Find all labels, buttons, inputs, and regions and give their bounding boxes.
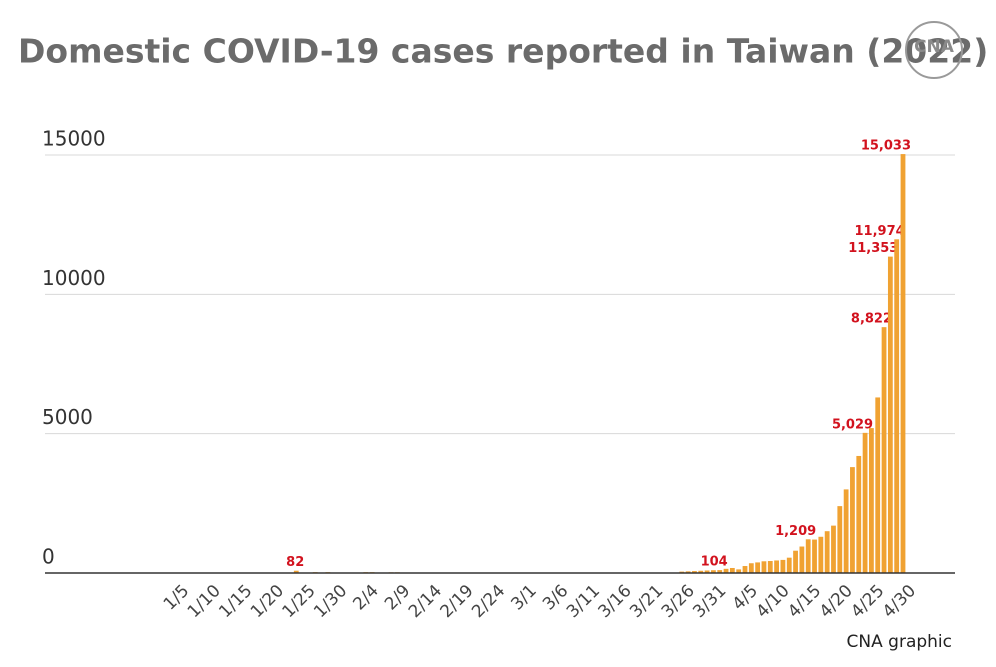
y-tick-label: 0 xyxy=(42,545,55,569)
bar xyxy=(729,567,735,573)
bar xyxy=(805,539,811,573)
bar xyxy=(894,239,900,574)
x-tick-label: 2/24 xyxy=(468,581,509,622)
bar xyxy=(293,570,299,573)
bar xyxy=(824,531,830,573)
value-label: 8,822 xyxy=(851,312,892,327)
x-tick-label: 1/30 xyxy=(310,581,351,622)
bar xyxy=(856,455,862,573)
x-tick-label: 4/30 xyxy=(879,581,920,622)
x-tick-label: 3/31 xyxy=(689,581,730,622)
bar xyxy=(748,563,754,573)
value-label: 11,974 xyxy=(855,224,905,239)
bar xyxy=(831,525,836,573)
x-tick-label: 3/21 xyxy=(626,581,667,622)
logo-ring xyxy=(905,21,963,79)
value-label: 1,209 xyxy=(775,524,816,539)
bar xyxy=(774,560,779,573)
y-tick-label: 5000 xyxy=(42,405,93,429)
bar xyxy=(761,561,767,573)
value-label: 82 xyxy=(286,555,304,570)
bar xyxy=(692,571,697,573)
bar xyxy=(812,539,817,573)
x-tick-label: 2/4 xyxy=(349,581,382,614)
x-tick-label: 3/1 xyxy=(507,581,540,614)
bar xyxy=(818,536,824,573)
bar xyxy=(900,154,906,574)
source: CNA graphic xyxy=(847,632,952,652)
bar xyxy=(837,506,843,573)
x-tick-label: 4/20 xyxy=(816,581,857,622)
bar xyxy=(843,489,849,573)
value-label: 104 xyxy=(701,555,728,570)
x-tick-label: 3/16 xyxy=(595,581,636,622)
bar xyxy=(685,571,691,573)
x-tick-label: 1/10 xyxy=(184,581,225,622)
x-tick-label: 1/25 xyxy=(279,581,320,622)
y-tick-label: 10000 xyxy=(42,266,106,290)
bar xyxy=(736,569,742,573)
bar xyxy=(711,570,716,573)
bar xyxy=(862,432,868,573)
bar xyxy=(698,570,704,573)
value-label: 11,353 xyxy=(848,241,898,256)
bar xyxy=(869,428,874,573)
x-tick-label: 4/10 xyxy=(753,581,794,622)
x-tick-label: 1/15 xyxy=(215,581,256,622)
x-tick-label: 3/26 xyxy=(658,581,699,622)
bar xyxy=(723,568,729,573)
bar xyxy=(742,566,748,573)
bar xyxy=(887,256,893,573)
bar xyxy=(704,570,710,573)
bar xyxy=(767,561,773,573)
bar xyxy=(875,397,881,573)
bar xyxy=(793,550,798,573)
value-label: 15,033 xyxy=(861,139,911,154)
bar xyxy=(755,562,761,573)
bar xyxy=(786,557,792,573)
bar xyxy=(881,327,887,573)
value-label: 5,029 xyxy=(832,417,873,432)
logo: CNA xyxy=(914,37,955,57)
x-tick-label: 2/14 xyxy=(405,581,446,622)
x-tick-label: 1/20 xyxy=(247,581,288,622)
x-tick-label: 4/25 xyxy=(847,581,888,622)
x-tick-label: 3/11 xyxy=(563,581,604,622)
bar xyxy=(850,467,855,573)
bar xyxy=(717,570,723,573)
bar xyxy=(799,546,805,573)
y-tick-label: 15000 xyxy=(42,127,106,151)
x-tick-label: 4/15 xyxy=(784,581,825,622)
bar xyxy=(780,559,786,573)
x-tick-label: 2/19 xyxy=(437,581,478,622)
chart-title: Domestic COVID-19 cases reported in Taiw… xyxy=(18,32,988,71)
